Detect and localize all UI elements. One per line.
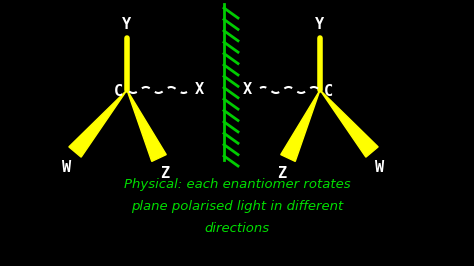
Text: Z: Z [277,166,287,181]
Text: W: W [63,160,72,175]
Polygon shape [281,90,320,161]
Polygon shape [127,90,166,161]
Text: C: C [324,85,333,99]
Text: X: X [243,82,252,98]
Polygon shape [320,90,378,157]
Text: Z: Z [160,166,170,181]
Text: plane polarised light in different: plane polarised light in different [131,200,343,213]
Text: directions: directions [204,222,270,235]
Polygon shape [69,90,127,157]
Text: Y: Y [315,17,325,32]
Text: Y: Y [122,17,132,32]
Text: X: X [195,82,204,98]
Text: C: C [114,85,123,99]
Text: Physical: each enantiomer rotates: Physical: each enantiomer rotates [124,178,350,191]
Text: W: W [375,160,384,175]
